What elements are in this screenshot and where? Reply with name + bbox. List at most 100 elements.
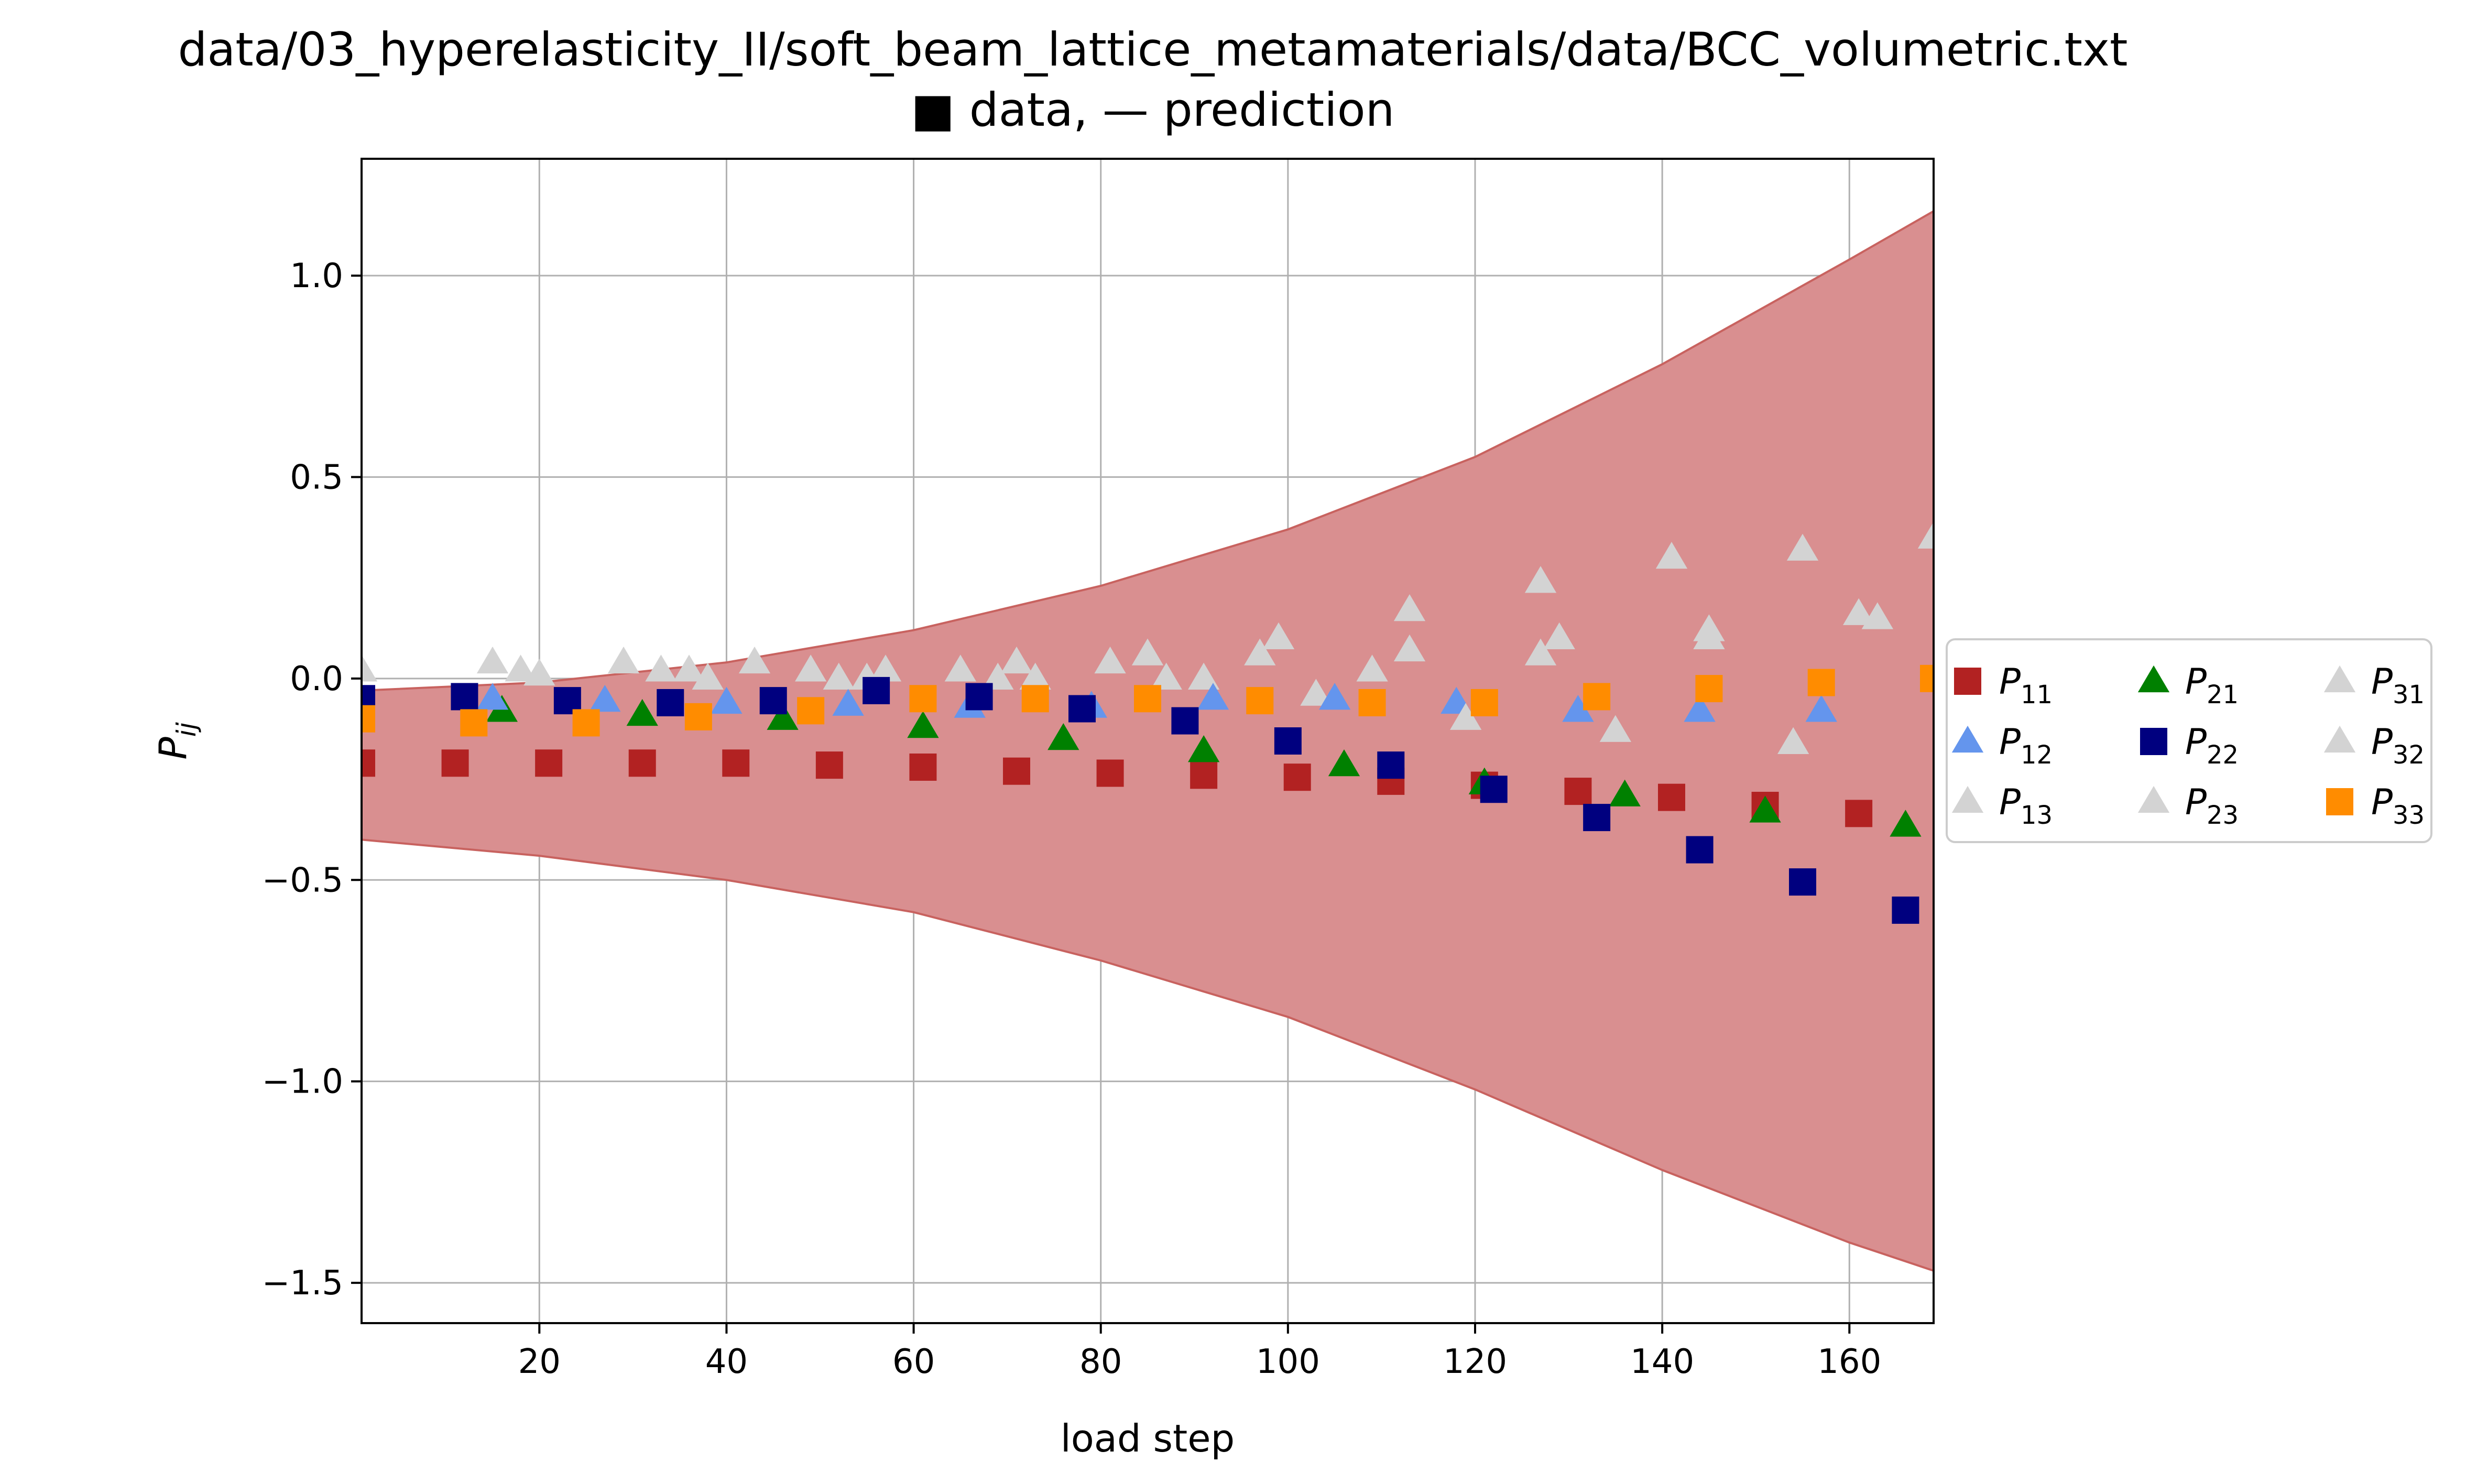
legend-label-sub: 22 — [2207, 740, 2239, 770]
legend-entry-p33: P33 — [2326, 782, 2425, 830]
y-tick-label: −0.5 — [262, 861, 343, 900]
data-point-p32 — [1786, 533, 1819, 561]
data-point-p31 — [607, 646, 640, 674]
data-point-p11 — [441, 749, 469, 777]
data-point-p31 — [794, 654, 827, 682]
data-point-p11 — [628, 749, 656, 777]
legend-marker-p31 — [2323, 665, 2356, 693]
data-point-p33 — [1246, 687, 1274, 715]
data-point-p32 — [1524, 638, 1557, 665]
legend-marker-p32 — [2323, 725, 2356, 753]
data-points — [362, 521, 1934, 924]
x-axis-label: load step — [1061, 1416, 1235, 1460]
data-point-p11 — [535, 749, 563, 777]
legend-label-p12: P12 — [1999, 722, 2053, 770]
legend-marker-p12 — [1951, 725, 1984, 753]
data-point-p11 — [1564, 778, 1592, 805]
data-point-p33 — [1583, 683, 1611, 711]
legend-label-main: P — [2185, 722, 2207, 763]
legend-entry-p31: P31 — [2323, 661, 2425, 710]
data-point-p33 — [1695, 675, 1723, 703]
data-point-p11 — [362, 749, 375, 777]
data-point-p31 — [1244, 638, 1276, 665]
data-point-p22 — [1377, 751, 1405, 779]
data-point-p32 — [1861, 602, 1894, 629]
data-point-p21 — [767, 703, 799, 730]
data-point-p33 — [797, 697, 825, 725]
x-tick-label: 120 — [1443, 1343, 1507, 1381]
data-point-p33 — [1807, 669, 1835, 696]
data-point-p31 — [1131, 638, 1164, 665]
y-axis-label-sub: ij — [171, 722, 202, 737]
data-point-p33 — [572, 709, 600, 737]
data-point-p22 — [759, 687, 787, 715]
legend-label-p32: P32 — [2371, 722, 2425, 770]
data-point-p31 — [738, 646, 771, 674]
data-point-p12 — [1197, 683, 1229, 710]
chart-title: data/03_hyperelasticity_II/soft_beam_lat… — [178, 23, 2127, 77]
x-axis-ticks: 20 40 60 80 100 120 140 160 — [518, 1323, 1881, 1381]
data-point-p22 — [1274, 727, 1302, 755]
data-point-p21 — [1187, 735, 1220, 762]
data-point-p33 — [1470, 689, 1498, 716]
legend-label-sub: 12 — [2021, 740, 2053, 770]
data-point-p31 — [476, 646, 509, 674]
chart-subtitle: ■ data, — prediction — [911, 83, 1395, 137]
series-p12 — [476, 683, 1837, 722]
data-point-p11 — [1845, 800, 1873, 827]
legend-label-main: P — [2185, 661, 2207, 703]
x-tick-label: 100 — [1256, 1343, 1320, 1381]
data-point-p33 — [362, 705, 375, 733]
legend-entry-p22: P22 — [2140, 722, 2239, 770]
legend-marker-p33 — [2326, 788, 2353, 815]
legend-label-main: P — [2371, 722, 2393, 763]
data-point-p11 — [1190, 761, 1218, 789]
legend-label-sub: 33 — [2393, 801, 2425, 830]
legend-marker-p21 — [2137, 665, 2170, 693]
data-point-p22 — [1892, 896, 1919, 924]
data-point-p33 — [1134, 685, 1161, 713]
data-point-p32 — [1524, 566, 1557, 593]
legend-label-main: P — [1999, 782, 2021, 823]
data-point-p31 — [505, 654, 537, 682]
series-p11 — [362, 749, 1873, 827]
legend-entry-p32: P32 — [2323, 722, 2425, 770]
data-point-p31 — [1019, 662, 1051, 690]
data-point-p21 — [1328, 749, 1360, 777]
data-point-p31 — [523, 658, 555, 686]
series-p32 — [1393, 521, 1934, 754]
legend-marker-p13 — [1951, 785, 1984, 813]
legend-label-main: P — [1999, 661, 2021, 703]
data-point-p11 — [1283, 763, 1311, 791]
legend-label-sub: 31 — [2393, 680, 2425, 710]
data-point-p32 — [1693, 622, 1725, 650]
legend-entry-p13: P13 — [1951, 782, 2053, 830]
data-point-p22 — [657, 689, 684, 716]
data-point-p21 — [1749, 795, 1781, 823]
legend-entry-p23: P23 — [2137, 782, 2239, 830]
y-tick-label: −1.5 — [262, 1264, 343, 1303]
legend-label-sub: 23 — [2207, 801, 2239, 830]
data-point-p22 — [451, 683, 478, 711]
prediction-band-lower — [361, 838, 1934, 1272]
data-point-p11 — [722, 749, 750, 777]
legend-entry-p11: P11 — [1954, 661, 2053, 710]
legend-label-sub: 21 — [2207, 680, 2239, 710]
data-point-p22 — [1789, 868, 1816, 896]
data-point-p11 — [1003, 757, 1030, 785]
data-point-p22 — [1171, 707, 1199, 735]
data-point-p11 — [1096, 759, 1124, 787]
data-point-p33 — [1358, 689, 1386, 716]
data-point-p33 — [684, 703, 712, 730]
plot-area: 20 40 60 80 100 120 140 160 1.0 0.5 0.0 −0.5 −1.0 −1… — [262, 158, 1935, 1381]
legend-label-main: P — [2371, 782, 2393, 823]
legend-entry-p12: P12 — [1951, 722, 2053, 770]
data-point-p31 — [1000, 646, 1033, 674]
data-point-p32 — [1777, 727, 1809, 754]
data-point-p31 — [823, 662, 855, 690]
data-point-p31 — [692, 662, 724, 690]
data-point-p22 — [1583, 804, 1611, 832]
data-point-p12 — [832, 689, 864, 716]
